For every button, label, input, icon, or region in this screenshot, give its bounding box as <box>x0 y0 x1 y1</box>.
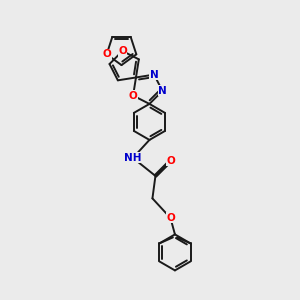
Text: O: O <box>166 156 175 166</box>
Text: O: O <box>166 213 175 223</box>
Text: N: N <box>150 70 158 80</box>
Text: N: N <box>158 86 167 96</box>
Text: NH: NH <box>124 153 142 163</box>
Text: O: O <box>118 46 127 56</box>
Text: O: O <box>102 49 111 59</box>
Text: O: O <box>129 91 137 100</box>
